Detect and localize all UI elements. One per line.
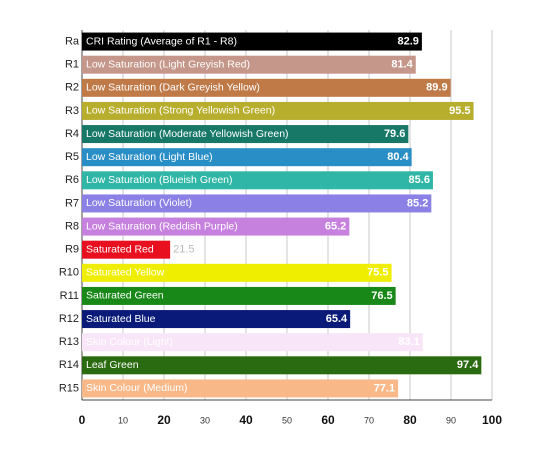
bar [82, 55, 416, 74]
bar-description: Low Saturation (Light Blue) [86, 151, 213, 163]
bar-description: Skin Colour (Light) [86, 336, 173, 348]
category-label: R11 [60, 290, 79, 302]
category-label: R1 [65, 59, 79, 71]
category-label: R10 [59, 267, 79, 279]
x-tick-label: 0 [79, 413, 86, 427]
value-label: 65.2 [325, 220, 346, 232]
bar [82, 78, 451, 97]
category-label: R6 [65, 174, 79, 186]
bar [82, 356, 482, 375]
bar [82, 101, 474, 120]
value-label: 21.5 [173, 244, 194, 256]
x-tick-label: 60 [321, 413, 335, 427]
bar [82, 217, 350, 236]
bar [82, 148, 412, 167]
bar-description: Saturated Green [86, 290, 164, 302]
x-tick-label: 40 [239, 413, 253, 427]
value-label: 85.2 [407, 197, 428, 209]
value-label: 65.4 [326, 313, 348, 325]
category-label: R14 [59, 359, 79, 371]
bar-description: Saturated Blue [86, 313, 156, 325]
bar-description: CRI Rating (Average of R1 - R8) [86, 35, 237, 47]
value-label: 89.9 [426, 82, 447, 94]
category-label: R13 [59, 336, 79, 348]
x-tick-label: 30 [200, 415, 210, 425]
x-tick-label: 70 [364, 415, 374, 425]
bar [82, 240, 171, 259]
category-label: R12 [59, 313, 79, 325]
value-label: 82.9 [397, 35, 418, 47]
bar-description: Saturated Yellow [86, 267, 165, 279]
bar-description: Low Saturation (Light Greyish Red) [86, 58, 250, 70]
category-label: R8 [65, 220, 79, 232]
bar [82, 263, 392, 282]
category-label: R9 [65, 244, 79, 256]
x-tick-label: 20 [157, 413, 171, 427]
value-label: 75.5 [367, 267, 388, 279]
bar-description: Low Saturation (Moderate Yellowish Green… [86, 128, 289, 140]
x-tick-label: 80 [403, 413, 417, 427]
category-label: R4 [65, 128, 79, 140]
bar [82, 32, 422, 51]
bar [82, 286, 396, 305]
value-label: 80.4 [387, 151, 409, 163]
value-label: 76.5 [371, 290, 392, 302]
value-label: 97.4 [457, 359, 479, 371]
bar-description: Leaf Green [86, 359, 139, 371]
bar [82, 171, 433, 190]
value-label: 81.4 [391, 59, 413, 71]
bar [82, 379, 399, 398]
category-label: R15 [59, 382, 79, 394]
category-label: R7 [65, 197, 79, 209]
x-tick-label: 100 [482, 413, 502, 427]
bar-description: Low Saturation (Reddish Purple) [86, 220, 238, 232]
bar [82, 333, 423, 352]
bar-description: Low Saturation (Dark Greyish Yellow) [86, 82, 260, 94]
value-label: 95.5 [449, 105, 470, 117]
bar [82, 310, 351, 329]
value-label: 79.6 [384, 128, 405, 140]
bar [82, 125, 409, 144]
category-label: R5 [65, 151, 79, 163]
value-label: 77.1 [374, 382, 395, 394]
bar [82, 194, 432, 213]
x-tick-label: 90 [446, 415, 456, 425]
bar-description: Skin Colour (Medium) [86, 382, 188, 394]
category-label: R3 [65, 105, 79, 117]
x-tick-label: 50 [282, 415, 292, 425]
bar-description: Saturated Red [86, 243, 154, 255]
bar-description: Low Saturation (Violet) [86, 197, 192, 209]
value-label: 83.1 [398, 336, 419, 348]
bar-description: Low Saturation (Blueish Green) [86, 174, 233, 186]
bar-description: Low Saturation (Strong Yellowish Green) [86, 105, 275, 117]
category-label: Ra [65, 35, 80, 47]
value-label: 85.6 [409, 174, 430, 186]
x-tick-label: 10 [118, 415, 128, 425]
category-label: R2 [65, 82, 79, 94]
